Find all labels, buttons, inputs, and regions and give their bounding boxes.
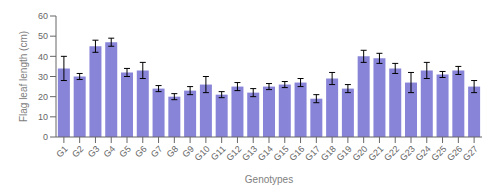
svg-text:G14: G14 (256, 144, 275, 163)
svg-text:G23: G23 (398, 144, 417, 163)
svg-text:G7: G7 (149, 144, 165, 160)
svg-text:G21: G21 (366, 144, 385, 163)
svg-text:G3: G3 (86, 144, 102, 160)
svg-text:40: 40 (38, 52, 48, 62)
svg-text:Genotypes: Genotypes (245, 174, 293, 185)
svg-text:G25: G25 (429, 144, 448, 163)
svg-text:50: 50 (38, 31, 48, 41)
svg-text:G10: G10 (193, 144, 212, 163)
svg-text:G11: G11 (209, 144, 228, 163)
svg-text:60: 60 (38, 11, 48, 21)
svg-text:G8: G8 (165, 144, 181, 160)
svg-text:G16: G16 (287, 144, 306, 163)
svg-text:G26: G26 (445, 144, 464, 163)
svg-text:G22: G22 (382, 144, 401, 163)
svg-text:G19: G19 (335, 144, 354, 163)
svg-text:G24: G24 (414, 144, 433, 163)
svg-text:30: 30 (38, 72, 48, 82)
svg-text:G13: G13 (240, 144, 259, 163)
svg-text:20: 20 (38, 92, 48, 102)
svg-text:0: 0 (43, 132, 48, 142)
svg-text:G5: G5 (117, 144, 133, 160)
svg-text:G20: G20 (350, 144, 369, 163)
svg-text:Flag leaf length (cm): Flag leaf length (cm) (18, 31, 29, 122)
svg-text:G1: G1 (54, 144, 70, 160)
svg-text:G2: G2 (70, 144, 86, 160)
svg-text:G15: G15 (272, 144, 291, 163)
svg-text:G18: G18 (319, 144, 338, 163)
svg-text:G17: G17 (303, 144, 322, 163)
svg-text:G4: G4 (102, 144, 118, 160)
svg-text:G9: G9 (180, 143, 196, 160)
svg-text:G12: G12 (224, 144, 243, 163)
svg-text:G27: G27 (461, 144, 480, 163)
svg-text:G6: G6 (133, 144, 149, 160)
svg-text:10: 10 (38, 112, 48, 122)
